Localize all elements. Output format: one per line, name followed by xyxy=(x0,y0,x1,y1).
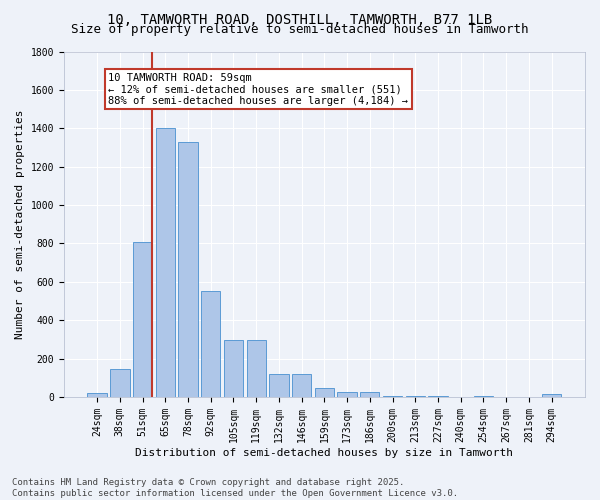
Bar xyxy=(542,394,562,397)
Text: 10, TAMWORTH ROAD, DOSTHILL, TAMWORTH, B77 1LB: 10, TAMWORTH ROAD, DOSTHILL, TAMWORTH, B… xyxy=(107,12,493,26)
Bar xyxy=(88,393,107,397)
Bar xyxy=(201,292,220,397)
Bar xyxy=(360,392,379,397)
Bar xyxy=(474,396,493,397)
X-axis label: Distribution of semi-detached houses by size in Tamworth: Distribution of semi-detached houses by … xyxy=(136,448,514,458)
Bar xyxy=(428,396,448,397)
Bar xyxy=(110,369,130,397)
Bar xyxy=(269,374,289,397)
Bar xyxy=(337,392,357,397)
Bar xyxy=(406,396,425,397)
Text: 10 TAMWORTH ROAD: 59sqm
← 12% of semi-detached houses are smaller (551)
88% of s: 10 TAMWORTH ROAD: 59sqm ← 12% of semi-de… xyxy=(109,72,409,106)
Bar xyxy=(155,128,175,397)
Y-axis label: Number of semi-detached properties: Number of semi-detached properties xyxy=(15,110,25,339)
Bar xyxy=(224,340,243,397)
Text: Contains HM Land Registry data © Crown copyright and database right 2025.
Contai: Contains HM Land Registry data © Crown c… xyxy=(12,478,458,498)
Bar xyxy=(292,374,311,397)
Bar xyxy=(383,396,402,397)
Bar xyxy=(247,340,266,397)
Bar xyxy=(178,142,197,397)
Bar xyxy=(133,242,152,397)
Bar xyxy=(315,388,334,397)
Text: Size of property relative to semi-detached houses in Tamworth: Size of property relative to semi-detach… xyxy=(71,22,529,36)
